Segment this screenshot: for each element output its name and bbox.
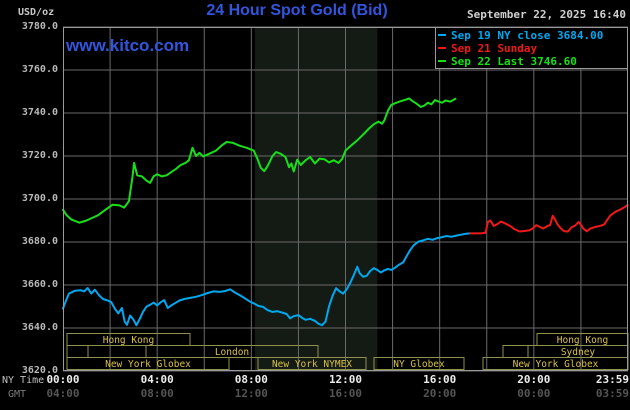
x-tick-gmt-label: 03:59 [595, 387, 629, 400]
x-tick-ny-label: 16:00 [423, 373, 457, 386]
x-tick-gmt-label: 08:00 [140, 387, 174, 400]
x-tick-gmt-label: 16:00 [328, 387, 363, 400]
y-tick-label: 3660.0 [21, 279, 58, 290]
legend-dash-icon [438, 47, 446, 49]
y-tick-label: 3700.0 [21, 193, 58, 204]
session-label: Hong Kong [557, 335, 608, 346]
price-line [62, 232, 472, 327]
x-tick-ny-label: 20:00 [517, 373, 551, 386]
session-box [87, 345, 147, 358]
price-line [469, 204, 629, 235]
chart-datetime: September 22, 2025 16:40 [467, 8, 626, 21]
x-tick-gmt-label: 12:00 [234, 387, 268, 400]
legend-label: Sep 21 Sunday [451, 41, 538, 55]
x-tick-gmt-label: 04:00 [46, 387, 80, 400]
x-tick-ny-label: 23:59 [595, 373, 629, 386]
page-title: 24 Hour Spot Gold (Bid) [206, 2, 388, 19]
session-box [502, 345, 529, 358]
session-label: New York NYMEX [272, 359, 352, 370]
x-tick-ny-label: 04:00 [140, 373, 174, 386]
y-tick-label: 3720.0 [21, 150, 58, 161]
y-tick-label: 3780.0 [21, 21, 58, 32]
session-box [373, 357, 465, 370]
session-box [66, 345, 89, 358]
chart-legend: Sep 19 NY close 3684.00 Sep 21 Sunday Se… [438, 28, 604, 68]
y-tick-label: 3680.0 [21, 236, 58, 247]
x-tick-ny-label: 12:00 [328, 373, 363, 386]
legend-label: Sep 22 Last 3746.60 [451, 54, 577, 68]
session-label: NY Globex [393, 359, 445, 370]
legend-label: Sep 19 NY close 3684.00 [451, 28, 604, 42]
kitco-watermark: www.kitco.com [66, 36, 190, 55]
y-tick-label: 3740.0 [21, 107, 58, 118]
y-tick-label: 3760.0 [21, 64, 58, 75]
session-label: New York Globex [513, 359, 599, 370]
legend-item-sep19: Sep 19 NY close 3684.00 [438, 28, 604, 42]
ny-time-caption: NY Time [2, 375, 45, 386]
x-tick-ny-label: 08:00 [234, 373, 268, 386]
x-tick-ny-label: 00:00 [46, 373, 80, 386]
session-box [257, 357, 367, 370]
legend-item-sep21: Sep 21 Sunday [438, 41, 603, 55]
x-tick-gmt-label: 20:00 [423, 387, 457, 400]
y-axis-units-label: USD/oz [18, 7, 55, 18]
session-label: Hong Kong [103, 335, 154, 346]
legend-dash-icon [438, 34, 446, 36]
plot-border [63, 27, 628, 371]
legend-dash-icon [438, 60, 446, 62]
y-tick-label: 3620.0 [21, 365, 58, 376]
session-label: New York Globex [105, 359, 191, 370]
y-tick-label: 3640.0 [21, 322, 58, 333]
session-box [145, 345, 319, 358]
session-box [66, 357, 230, 370]
x-tick-gmt-label: 00:00 [517, 387, 551, 400]
gmt-caption: GMT [8, 389, 27, 400]
session-label: Sydney [561, 347, 596, 358]
legend-item-sep22: Sep 22 Last 3746.60 [438, 54, 603, 68]
price-line [62, 97, 457, 224]
session-label: London [215, 347, 249, 358]
